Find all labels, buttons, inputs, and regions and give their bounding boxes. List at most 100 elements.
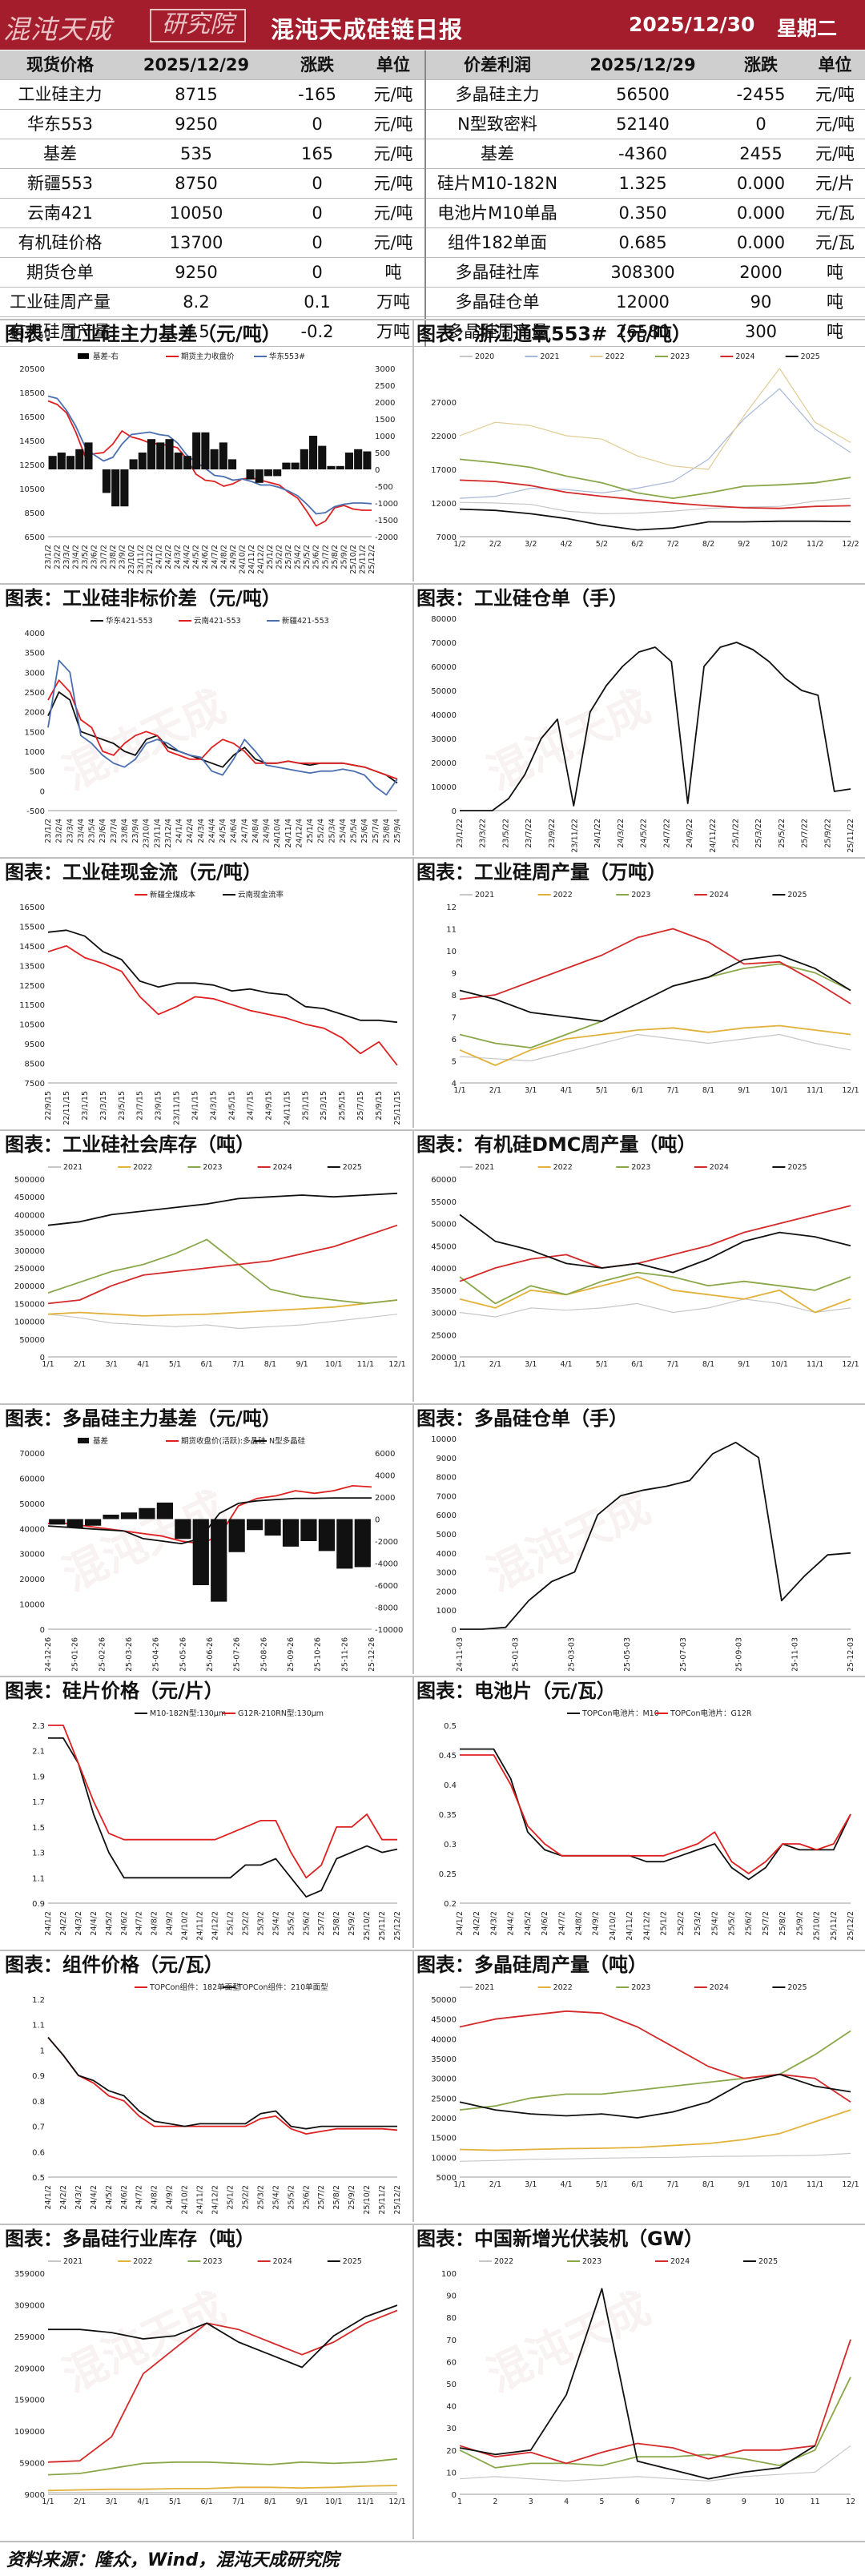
y-right-tick-label: -4000	[375, 1560, 398, 1569]
y-tick-label: 10000	[431, 2154, 457, 2163]
y-tick-label: 30000	[19, 1551, 45, 1560]
x-tick-label: 2025-08-26	[260, 1637, 268, 1671]
x-tick-label: 24/9/2	[592, 1911, 601, 1936]
table-cell: 8715	[175, 85, 218, 104]
basis-bar	[192, 1519, 209, 1585]
x-tick-label: 24/5/2	[105, 2185, 114, 2210]
x-tick-label: 24/12/2	[642, 1911, 651, 1941]
section-divider	[0, 2541, 865, 2542]
chart-svg: 7500 8500 9500 10500 11500 12500 13500 14500 155…	[19, 890, 402, 1125]
x-tick-label: 10/1	[771, 1360, 788, 1369]
y-tick-label: 7000	[437, 533, 457, 542]
x-tick-label: 24/9/2	[166, 2185, 175, 2210]
y-tick-label: 25000	[431, 1331, 457, 1340]
y-tick-label: 17000	[431, 466, 457, 475]
y-tick-label: 200000	[14, 1282, 45, 1291]
x-tick-label: 2025-05-26	[179, 1637, 187, 1671]
table-cell: 0	[312, 203, 323, 223]
basis-bar	[165, 439, 174, 469]
series-line	[459, 2339, 851, 2465]
y-tick-label: 12000	[431, 500, 457, 509]
y-tick-label: -500	[26, 807, 45, 816]
x-tick-label: 1/1	[453, 2180, 465, 2189]
y-tick-label: 0	[40, 1626, 45, 1635]
table-cell: 万吨	[376, 322, 410, 341]
y-tick-label: 45000	[431, 1242, 457, 1251]
x-tick-label: 24/2/4	[186, 819, 195, 843]
y-tick-label: 1.2	[32, 1996, 45, 2005]
y-right-tick-label: -8000	[375, 1604, 398, 1613]
x-tick-label: 24/8/2	[151, 2185, 159, 2210]
table-cell: 吨	[827, 263, 843, 282]
y-tick-label: 25000	[431, 2095, 457, 2103]
series-line	[460, 642, 851, 811]
x-tick-label: 8/1	[702, 2180, 714, 2189]
y-tick-label: 0	[40, 787, 45, 796]
legend-label: 2024	[273, 2257, 292, 2266]
y-tick-label: 50000	[431, 1221, 457, 1230]
x-tick-label: 9/1	[296, 1360, 308, 1369]
table-cell: 9250	[175, 263, 218, 282]
x-tick-label: 24/7/2	[135, 1911, 144, 1936]
y-tick-label: 10	[446, 2469, 457, 2477]
basis-bar	[49, 1519, 66, 1525]
legend-label: 2025	[801, 352, 820, 361]
y-tick-label: 300000	[14, 1247, 45, 1256]
table-row: 云南421 10050 0 元/吨 电池片M10单晶 0.350 0.000 元/瓦	[0, 199, 865, 228]
table-cell: 云南421	[26, 203, 94, 223]
series-line	[459, 2377, 851, 2469]
x-tick-label: 24/6/4	[230, 819, 239, 843]
x-tick-label: 4/2	[560, 540, 572, 549]
x-tick-label: 9/1	[738, 1086, 750, 1095]
table-cell: 元/吨	[373, 85, 413, 104]
x-tick-label: 23/4/4	[77, 819, 86, 843]
report-date: 2025/12/30	[629, 13, 755, 36]
basis-bar	[291, 462, 300, 469]
chart-panel: 7500 8500 9500 10500 11500 12500 13500 14500 155…	[6, 886, 407, 1125]
table-column-divider	[424, 110, 426, 139]
y-tick-label: 9000	[25, 2491, 45, 2500]
basis-bar	[210, 449, 219, 469]
series-line	[47, 2037, 397, 2130]
x-tick-label: 24/4/4	[207, 819, 216, 843]
x-tick-label: 25/2/2	[677, 1911, 686, 1936]
x-tick-label: 5/1	[596, 1360, 608, 1369]
y-tick-label: 0.4	[444, 1781, 457, 1790]
table-cell: 1.325	[618, 174, 667, 193]
x-tick-label: 25/5/4	[350, 819, 359, 843]
logo-box-text: 研究院	[150, 9, 246, 42]
x-tick-label: 24/9/2	[166, 1911, 175, 1936]
y-tick-label: 8000	[437, 1474, 457, 1483]
x-tick-label: 6/1	[201, 1360, 213, 1369]
legend-label: 2024	[273, 1163, 292, 1172]
x-tick-label: 7/1	[667, 1086, 679, 1095]
table-column-divider	[424, 139, 426, 169]
table-column-divider	[424, 317, 426, 347]
x-tick-label: 24/10/2	[181, 1911, 190, 1941]
y-tick-label: 11500	[19, 1001, 45, 1010]
x-tick-label: 25/11/2	[378, 2185, 387, 2215]
x-tick-label: 2024-11-03	[456, 1637, 465, 1671]
x-tick-label: 4/1	[560, 2180, 572, 2189]
y-right-tick-label: 4000	[375, 1472, 395, 1481]
y-tick-label: 150000	[14, 1300, 45, 1309]
table-cell: 90	[750, 292, 772, 312]
legend-label: TOPCon电池片：G12R	[670, 1709, 752, 1718]
x-tick-label: 5/1	[596, 2180, 608, 2189]
y-tick-label: 2000	[25, 709, 45, 718]
x-tick-label: 23/8/4	[120, 819, 129, 843]
x-tick-label: 25/8/2	[778, 1911, 787, 1936]
table-cell: 0.000	[736, 203, 786, 223]
x-tick-label: 2/1	[74, 1360, 86, 1369]
y-tick-label: 30	[446, 2425, 457, 2433]
basis-bar	[66, 1519, 83, 1528]
legend-label: 2024	[710, 1163, 729, 1172]
chart-svg: 0 10000 20000 30000 40000 50000 60000 70000 8000…	[431, 615, 855, 852]
x-tick-label: 2025-11-26	[340, 1637, 349, 1671]
chart-title: 图表：工业硅非标价差（元/吨）	[5, 587, 281, 610]
series-line	[459, 1271, 851, 1305]
x-tick-label: 10/2	[771, 540, 788, 549]
table-cell: 元/吨	[373, 174, 413, 193]
y-tick-label: 8500	[25, 509, 45, 518]
y-tick-label: 4000	[25, 630, 45, 638]
